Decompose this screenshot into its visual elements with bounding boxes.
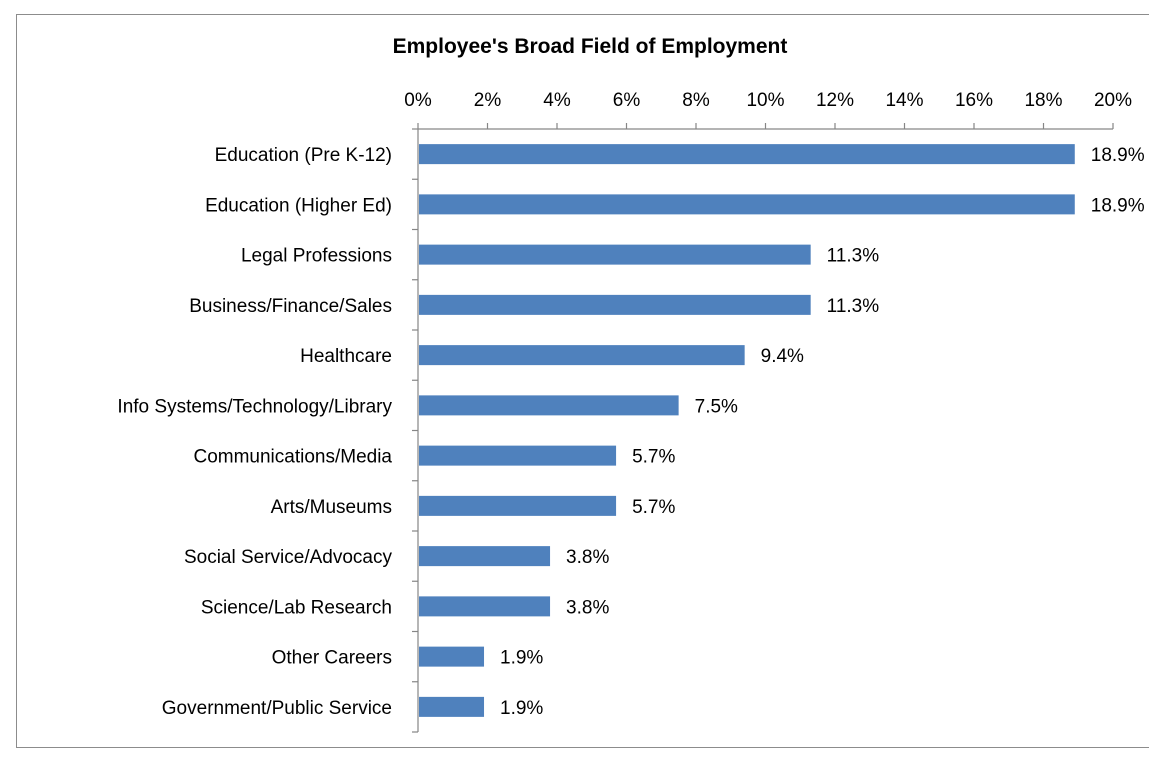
data-label: 3.8% xyxy=(566,547,609,568)
x-tick-label: 2% xyxy=(474,90,502,111)
bar xyxy=(419,596,551,617)
data-label: 11.3% xyxy=(827,246,880,267)
category-label: Business/Finance/Sales xyxy=(189,296,392,317)
category-label: Government/Public Service xyxy=(162,698,392,719)
data-label: 7.5% xyxy=(695,396,738,417)
bar xyxy=(419,495,617,516)
category-label: Info Systems/Technology/Library xyxy=(117,396,392,417)
bar xyxy=(419,646,485,667)
bar xyxy=(419,244,811,265)
value-labels: 18.9% 18.9% 11.3% 11.3% 9.4% 7.5% 5.7% 5.7% 3.8%… xyxy=(500,145,1145,719)
chart-title: Employee's Broad Field of Employment xyxy=(393,35,788,58)
category-label: Education (Pre K-12) xyxy=(215,145,392,166)
bar xyxy=(419,395,679,416)
data-label: 1.9% xyxy=(500,698,543,719)
bar xyxy=(419,696,485,717)
bar xyxy=(419,194,1075,215)
x-tick-label: 16% xyxy=(955,90,993,111)
x-tick-label: 4% xyxy=(543,90,571,111)
category-label: Social Service/Advocacy xyxy=(184,547,393,568)
data-label: 18.9% xyxy=(1091,195,1145,216)
x-tick-label: 0% xyxy=(404,90,432,111)
bar xyxy=(419,445,617,466)
x-tick-label: 20% xyxy=(1094,90,1132,111)
category-label: Other Careers xyxy=(272,648,392,669)
data-label: 1.9% xyxy=(500,648,543,669)
data-label: 9.4% xyxy=(761,346,804,367)
x-tick-label: 12% xyxy=(816,90,854,111)
category-label: Education (Higher Ed) xyxy=(205,195,392,216)
category-label: Legal Professions xyxy=(241,246,392,267)
x-axis: 0% 2% 4% 6% 8% 10% 12% 14% 16% 18% 20% xyxy=(404,90,1132,130)
bars xyxy=(419,144,1075,717)
category-label: Communications/Media xyxy=(193,447,392,468)
bar xyxy=(419,546,551,567)
category-label: Science/Lab Research xyxy=(201,597,392,618)
data-label: 5.7% xyxy=(632,447,675,468)
bar xyxy=(419,294,811,315)
y-axis xyxy=(412,128,419,733)
chart-frame xyxy=(16,14,1149,748)
category-label: Arts/Museums xyxy=(271,497,392,518)
x-tick-label: 10% xyxy=(746,90,784,111)
x-tick-label: 18% xyxy=(1024,90,1062,111)
category-label: Healthcare xyxy=(300,346,392,367)
category-labels: Education (Pre K-12) Education (Higher Ed… xyxy=(117,145,392,719)
bar xyxy=(419,144,1075,165)
data-label: 5.7% xyxy=(632,497,675,518)
data-label: 3.8% xyxy=(566,597,609,618)
bar xyxy=(419,345,745,366)
x-tick-label: 8% xyxy=(682,90,710,111)
x-tick-label: 6% xyxy=(613,90,641,111)
data-label: 18.9% xyxy=(1091,145,1145,166)
x-tick-label: 14% xyxy=(885,90,923,111)
data-label: 11.3% xyxy=(827,296,880,317)
